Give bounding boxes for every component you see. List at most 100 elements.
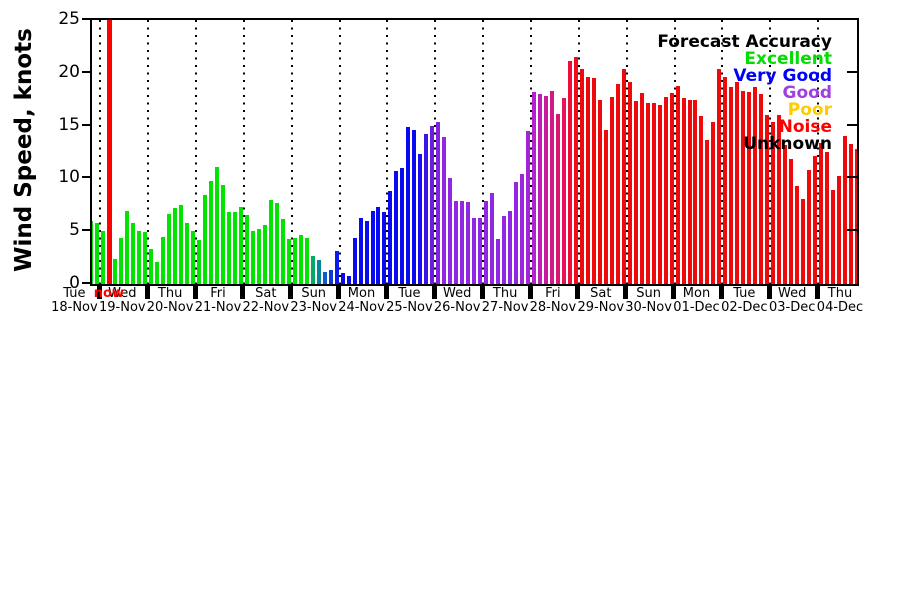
day-name-label: Fri xyxy=(545,286,561,301)
y-tick-mark xyxy=(82,123,90,126)
now-label: now xyxy=(93,286,124,301)
day-name-label: Sat xyxy=(255,286,277,301)
wind-speed-bar xyxy=(663,97,668,284)
y-tick-label: 10 xyxy=(58,167,80,188)
wind-speed-bar xyxy=(819,142,824,284)
wind-speed-bar xyxy=(220,184,225,284)
date-label: 20-Nov xyxy=(146,300,194,315)
wind-speed-bar xyxy=(286,238,291,284)
wind-speed-bar xyxy=(149,249,154,284)
wind-speed-bar xyxy=(346,275,351,284)
midnight-gridline xyxy=(434,20,437,284)
midnight-gridline xyxy=(673,20,676,284)
date-label: 25-Nov xyxy=(386,300,433,315)
midnight-gridline xyxy=(195,20,198,284)
legend-item-poor: Poor xyxy=(787,100,832,120)
wind-speed-bar xyxy=(837,176,842,284)
wind-speed-bar xyxy=(591,78,596,284)
wind-speed-bar xyxy=(167,214,172,284)
wind-speed-bar xyxy=(298,235,303,284)
date-label: 28-Nov xyxy=(529,300,577,315)
wind-speed-bar xyxy=(250,231,255,284)
wind-speed-bar xyxy=(119,237,124,284)
y-tick-mark-right xyxy=(847,123,857,126)
wind-speed-bar xyxy=(185,222,190,284)
wind-speed-bar xyxy=(747,91,752,284)
midnight-gridline xyxy=(577,20,580,284)
wind-speed-bar xyxy=(370,211,375,284)
wind-speed-bar xyxy=(549,90,554,284)
wind-speed-bar xyxy=(502,216,507,284)
date-label: 04-Dec xyxy=(816,300,864,315)
wind-speed-bar xyxy=(801,198,806,284)
wind-speed-bar xyxy=(609,97,614,284)
wind-speed-bar xyxy=(585,77,590,284)
date-label: 23-Nov xyxy=(290,300,337,315)
plot-area xyxy=(90,18,859,286)
date-label: 26-Nov xyxy=(433,300,481,315)
wind-speed-bar xyxy=(412,129,417,284)
wind-speed-bar xyxy=(705,140,710,284)
y-tick-mark xyxy=(82,18,90,20)
x-axis-tick xyxy=(336,284,342,299)
wind-speed-bar xyxy=(603,129,608,284)
wind-speed-bar xyxy=(597,100,602,284)
wind-speed-bar xyxy=(627,82,632,284)
wind-speed-bar xyxy=(520,174,525,284)
wind-speed-bar xyxy=(400,167,405,284)
wind-speed-bar xyxy=(161,236,166,284)
wind-speed-bar xyxy=(376,206,381,284)
wind-speed-bar xyxy=(675,85,680,284)
day-name-label: Sun xyxy=(636,286,661,301)
wind-speed-bar xyxy=(484,200,489,284)
day-name-label: Mon xyxy=(347,286,376,301)
wind-speed-bar xyxy=(448,178,453,284)
date-label: 01-Dec xyxy=(673,300,720,315)
wind-speed-bar xyxy=(274,202,279,284)
wind-speed-bar xyxy=(191,231,196,284)
x-axis-tick xyxy=(192,284,198,299)
wind-speed-bar xyxy=(854,148,857,284)
midnight-gridline xyxy=(147,20,150,284)
x-axis-tick xyxy=(623,284,629,299)
wind-speed-bar xyxy=(573,57,578,284)
wind-speed-bar xyxy=(478,217,483,284)
wind-speed-bar xyxy=(615,84,620,284)
wind-speed-bar xyxy=(741,90,746,284)
x-axis-tick xyxy=(479,284,485,299)
wind-speed-bar xyxy=(292,237,297,284)
wind-speed-bar xyxy=(256,229,261,284)
y-tick-mark xyxy=(82,229,90,232)
wind-speed-bar xyxy=(777,115,782,284)
wind-speed-bar xyxy=(735,82,740,284)
wind-speed-bar xyxy=(155,261,160,284)
wind-speed-bar xyxy=(508,211,513,284)
wind-speed-bar xyxy=(537,93,542,284)
midnight-gridline xyxy=(817,20,820,284)
wind-speed-bar xyxy=(179,204,184,284)
wind-speed-bar xyxy=(765,115,770,284)
y-tick-label: 20 xyxy=(58,61,80,82)
y-tick-label: 0 xyxy=(69,273,80,293)
wind-speed-bar xyxy=(693,100,698,284)
wind-speed-bar xyxy=(526,130,531,284)
x-axis-tick xyxy=(575,284,581,299)
day-name-label: Sat xyxy=(590,286,612,301)
wind-speed-bar xyxy=(143,232,148,284)
x-axis-tick xyxy=(814,284,820,299)
y-tick-mark-right xyxy=(847,229,857,232)
wind-speed-bar xyxy=(849,143,853,284)
wind-speed-bar xyxy=(831,190,836,284)
y-tick-mark xyxy=(82,176,90,179)
wind-speed-bar xyxy=(514,181,519,284)
wind-speed-bar xyxy=(729,86,734,284)
wind-speed-bar xyxy=(555,114,560,284)
wind-speed-bar xyxy=(723,77,728,284)
wind-speed-bar xyxy=(532,91,536,284)
wind-speed-bar xyxy=(681,98,686,284)
wind-speed-bar xyxy=(639,92,644,284)
wind-speed-bar xyxy=(472,217,477,284)
x-axis-tick xyxy=(671,284,677,299)
y-tick-mark xyxy=(82,70,90,73)
day-name-label: Tue xyxy=(733,286,756,301)
